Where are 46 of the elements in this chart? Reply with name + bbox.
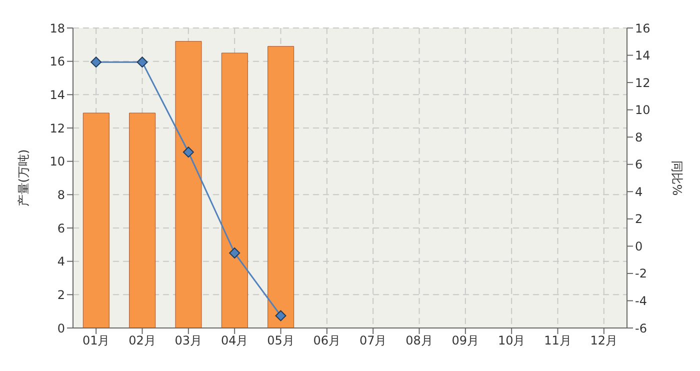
y2-tick-label: -4 <box>635 294 647 308</box>
x-tick-label: 12月 <box>590 334 618 348</box>
y-axis-title: 产量(万吨) <box>16 149 30 207</box>
y-tick-label: 6 <box>57 221 65 236</box>
y2-tick-label: 14 <box>635 48 650 63</box>
y-tick-label: 12 <box>50 121 65 136</box>
point <box>90 56 102 68</box>
x-tick-label: 01月 <box>82 334 110 348</box>
x-tick-label: 10月 <box>498 334 526 348</box>
y2-tick-label: 8 <box>635 130 643 144</box>
bar <box>221 52 248 328</box>
y2-tick-label: -2 <box>635 266 647 281</box>
y2-tick-label: 6 <box>635 158 643 172</box>
bar <box>268 46 294 328</box>
y2-axis-title: 同比% <box>670 160 684 196</box>
x-tick-label: 08月 <box>406 334 433 348</box>
y2-tick-label: 16 <box>635 21 650 36</box>
x-tick-label: 03月 <box>174 334 202 348</box>
point <box>136 56 148 68</box>
x-tick-label: 09月 <box>452 334 480 348</box>
bar <box>82 112 110 328</box>
y-tick-label: 0 <box>57 321 65 336</box>
y2-tick-label: 0 <box>635 239 643 254</box>
point <box>275 310 286 322</box>
x-tick-label: 06月 <box>313 334 341 348</box>
x-tick-label: 05月 <box>267 334 294 348</box>
point <box>229 248 240 258</box>
y-tick-label: 14 <box>50 88 65 102</box>
x-tick-label: 02月 <box>128 334 156 348</box>
y-tick-label: 8 <box>57 188 65 202</box>
x-tick-label: 11月 <box>544 334 572 348</box>
x-tick-label: 07月 <box>359 334 387 348</box>
y2-tick-label: 2 <box>635 212 643 226</box>
bar <box>129 112 156 328</box>
bar <box>175 41 202 328</box>
y-tick-label: 2 <box>57 288 65 302</box>
y-tick-label: 4 <box>57 254 65 269</box>
y-tick-label: 18 <box>50 21 65 36</box>
x-tick-label: 04月 <box>220 334 248 348</box>
y-tick-label: 10 <box>50 154 65 169</box>
y2-tick-label: 4 <box>635 184 643 199</box>
y2-tick-label: -6 <box>635 321 647 336</box>
point <box>182 146 194 158</box>
y2-tick-label: 10 <box>635 103 650 118</box>
y2-tick-label: 12 <box>635 76 650 90</box>
y-tick-label: 16 <box>50 54 65 69</box>
